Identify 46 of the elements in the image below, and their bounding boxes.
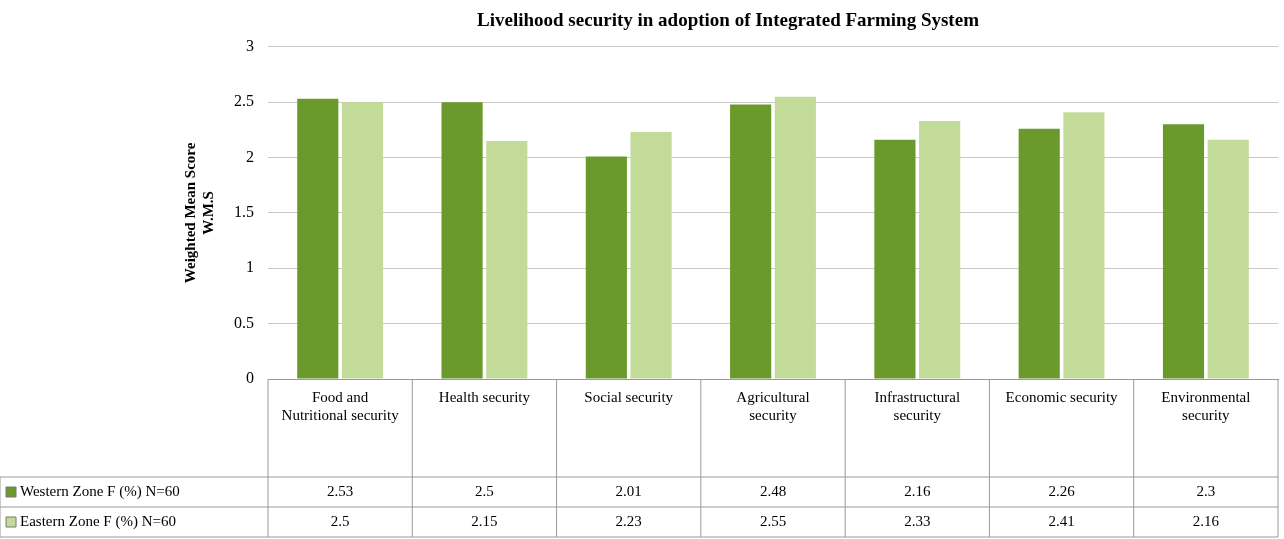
bar bbox=[1162, 124, 1205, 379]
data-label: 2.26 bbox=[1048, 482, 1076, 499]
data-label: 2.53 bbox=[327, 482, 354, 499]
bar bbox=[730, 104, 772, 379]
bar bbox=[1063, 112, 1105, 379]
data-label: 2.5 bbox=[475, 482, 494, 499]
chart-title: Livelihood security in adoption of Integrated Farming System bbox=[477, 9, 980, 31]
bar bbox=[341, 102, 384, 379]
legend-label: Western Zone F (%) N=60 bbox=[20, 482, 180, 500]
x-tick-label: Food and Nutritional security bbox=[281, 388, 400, 423]
y-tick-label: 1.5 bbox=[234, 203, 254, 221]
y-tick-label: 3 bbox=[246, 37, 254, 54]
data-label: 2.5 bbox=[330, 512, 350, 529]
bar bbox=[441, 102, 483, 379]
data-label: 2.01 bbox=[615, 482, 642, 499]
x-tick-label: Health security bbox=[438, 388, 531, 405]
bar bbox=[486, 140, 528, 379]
data-label: 2.48 bbox=[759, 482, 787, 499]
x-tick-label: Agricultural security bbox=[736, 388, 810, 423]
data-label: 2.15 bbox=[471, 512, 498, 529]
x-tick-label: Economic security bbox=[1005, 388, 1119, 405]
data-label: 2.55 bbox=[759, 512, 787, 529]
bar bbox=[1207, 139, 1249, 379]
x-tick-label: Infrastructural security bbox=[874, 388, 961, 423]
y-tick-label: 0.5 bbox=[234, 313, 254, 331]
data-label: 2.23 bbox=[615, 512, 642, 529]
data-label: 2.3 bbox=[1196, 482, 1216, 499]
data-label: 2.16 bbox=[1192, 512, 1220, 529]
bar bbox=[630, 132, 672, 379]
x-tick-label: Environmental security bbox=[1161, 388, 1251, 423]
bar bbox=[919, 120, 961, 379]
bar bbox=[874, 139, 916, 379]
y-tick-label: 0 bbox=[246, 369, 254, 387]
data-label: 2.41 bbox=[1048, 512, 1075, 529]
data-label: 2.33 bbox=[904, 512, 931, 529]
legend-label: Eastern Zone F (%) N=60 bbox=[20, 512, 176, 530]
y-tick-label: 2.5 bbox=[234, 92, 254, 110]
bar bbox=[774, 96, 816, 379]
bar bbox=[585, 156, 627, 379]
bar bbox=[297, 98, 339, 379]
y-tick-label: 1 bbox=[246, 258, 254, 276]
y-axis-title: Weighted Mean Score W.M.S bbox=[181, 142, 216, 284]
x-tick-label: Social security bbox=[584, 388, 674, 405]
bar bbox=[1018, 128, 1060, 379]
y-tick-label: 2 bbox=[246, 147, 254, 165]
data-label: 2.16 bbox=[904, 482, 931, 499]
